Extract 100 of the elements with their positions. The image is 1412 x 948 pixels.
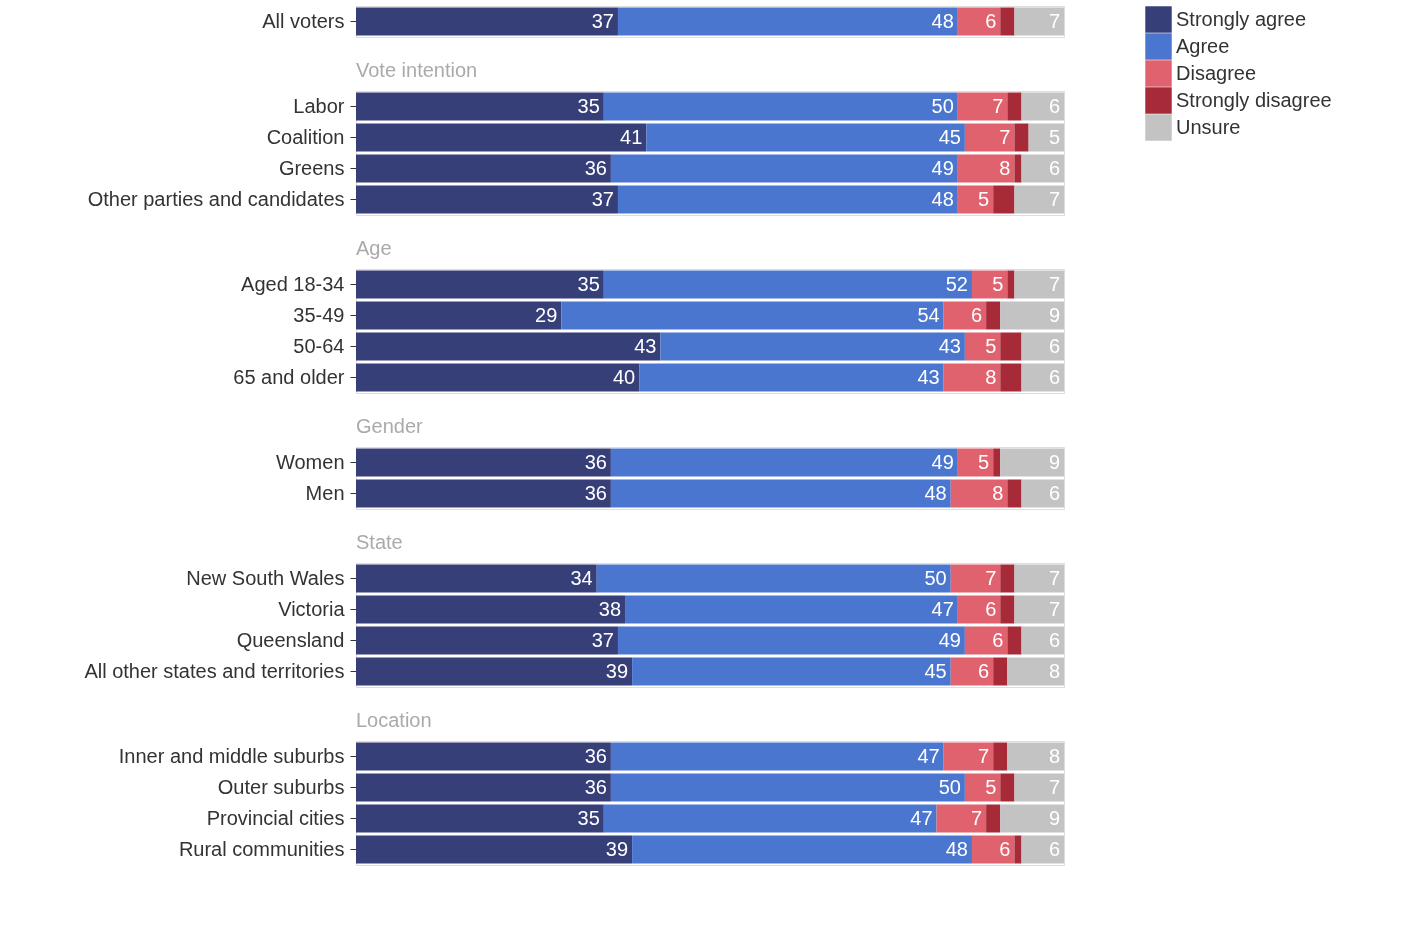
data-label: 43 <box>917 365 940 388</box>
bar <box>1014 123 1029 152</box>
bar <box>356 448 611 477</box>
data-label: 47 <box>910 806 933 829</box>
data-label: 39 <box>605 659 629 682</box>
bar <box>603 92 958 121</box>
data-label: 6 <box>1048 156 1060 179</box>
bar <box>356 564 597 593</box>
bar <box>950 564 1001 593</box>
data-label: 9 <box>1048 806 1060 829</box>
data-label: 7 <box>985 566 997 589</box>
data-label: 48 <box>931 187 954 210</box>
y-tick-label: Queensland <box>236 628 345 651</box>
bar <box>639 363 944 392</box>
data-label: 35 <box>577 272 600 295</box>
bar <box>964 773 1001 802</box>
bar <box>1000 301 1064 330</box>
y-tick-label: Rural communities <box>178 837 345 860</box>
bar <box>356 7 618 36</box>
data-label: 8 <box>992 481 1004 504</box>
bar <box>610 773 965 802</box>
data-label: 49 <box>931 450 954 473</box>
bar <box>1021 154 1064 183</box>
data-label: 35 <box>577 94 600 117</box>
data-label: 39 <box>605 837 629 860</box>
y-tick-label: New South Wales <box>186 566 345 589</box>
legend-label: Agree <box>1176 34 1230 57</box>
y-tick-label: Inner and middle suburbs <box>118 744 345 767</box>
bar <box>943 742 994 771</box>
data-label: 6 <box>1048 481 1060 504</box>
data-label: 7 <box>1048 775 1060 798</box>
data-label: 36 <box>584 156 607 179</box>
bar <box>356 185 618 214</box>
bar <box>356 742 611 771</box>
bar <box>957 185 994 214</box>
bar <box>986 804 1001 833</box>
bar <box>596 564 951 593</box>
data-label: 7 <box>999 125 1011 148</box>
chart-title: Age <box>356 237 392 259</box>
legend-label: Strongly agree <box>1176 7 1307 30</box>
bar <box>1014 185 1064 214</box>
legend-label: Unsure <box>1176 115 1241 138</box>
bar <box>1021 363 1064 392</box>
data-label: 35 <box>577 806 600 829</box>
bar <box>356 479 611 508</box>
bar <box>561 301 944 330</box>
bar <box>617 7 958 36</box>
bar <box>964 332 1001 361</box>
data-label: 34 <box>570 566 593 589</box>
data-label: 36 <box>584 744 607 767</box>
bar <box>1014 564 1064 593</box>
bar <box>993 185 1015 214</box>
bar <box>356 804 604 833</box>
data-label: 6 <box>978 659 990 682</box>
bar <box>1007 479 1022 508</box>
y-tick-label: Men <box>305 481 345 504</box>
chart-title: State <box>356 531 403 553</box>
bar <box>950 479 1008 508</box>
bar <box>971 270 1008 299</box>
bar <box>1014 595 1064 624</box>
y-tick-label: 50-64 <box>293 334 345 357</box>
data-label: 7 <box>1048 9 1060 32</box>
bar <box>1000 448 1064 477</box>
bar <box>603 270 972 299</box>
bar <box>1000 773 1015 802</box>
y-tick-label: Outer suburbs <box>217 775 345 798</box>
data-label: 9 <box>1048 450 1060 473</box>
data-label: 6 <box>999 837 1011 860</box>
data-label: 7 <box>1048 566 1060 589</box>
bar <box>617 626 965 655</box>
bar <box>660 332 965 361</box>
bar <box>957 92 1008 121</box>
data-label: 47 <box>931 597 954 620</box>
bar <box>356 154 611 183</box>
data-label: 37 <box>591 628 614 651</box>
data-label: 7 <box>1048 272 1060 295</box>
data-label: 37 <box>591 187 614 210</box>
bar <box>356 363 640 392</box>
bar <box>1014 270 1064 299</box>
data-label: 40 <box>612 365 636 388</box>
data-label: 8 <box>999 156 1011 179</box>
bar <box>1021 479 1064 508</box>
data-label: 29 <box>535 303 558 326</box>
bar <box>617 185 958 214</box>
bar <box>356 657 633 686</box>
data-label: 50 <box>924 566 947 589</box>
data-label: 47 <box>917 744 940 767</box>
bar <box>646 123 965 152</box>
y-tick-label: All other states and territories <box>84 659 345 682</box>
bar <box>1014 835 1022 864</box>
bar <box>632 835 972 864</box>
bar <box>610 742 944 771</box>
bar <box>957 595 1001 624</box>
legend-label: Strongly disagree <box>1176 88 1332 111</box>
bar <box>1007 270 1015 299</box>
data-label: 48 <box>931 9 954 32</box>
data-label: 49 <box>938 628 961 651</box>
bar <box>356 595 626 624</box>
bar <box>603 804 937 833</box>
data-label: 6 <box>1048 837 1060 860</box>
